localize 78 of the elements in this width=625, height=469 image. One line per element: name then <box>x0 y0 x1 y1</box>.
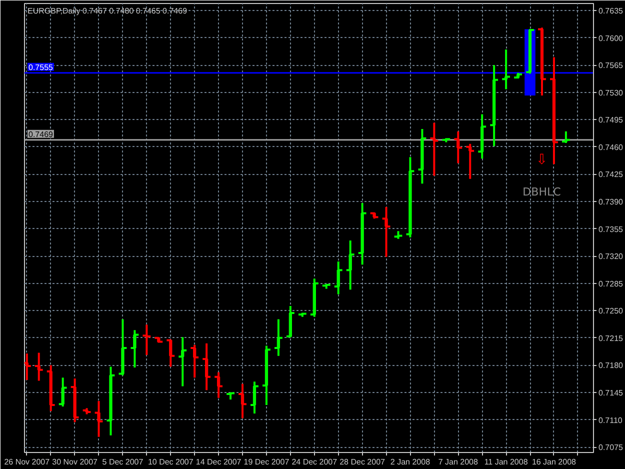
y-tick-label: 0.7600 <box>598 34 624 43</box>
candlestick <box>285 304 296 338</box>
y-tick-label: 0.7145 <box>598 388 624 398</box>
candlestick <box>381 206 392 258</box>
chart-title: EURGBP,Daily 0.7467 0.7480 0.7465 0.7469 <box>28 6 188 16</box>
y-tick-label: 0.7495 <box>598 116 624 125</box>
x-tick-label: 2 Jan 2008 <box>390 458 431 466</box>
candlestick <box>70 377 80 424</box>
y-tick-label: 0.7320 <box>598 252 624 262</box>
candlestick <box>369 211 380 220</box>
x-tick-label: 5 Dec 2007 <box>102 458 144 466</box>
candlestick <box>82 407 92 416</box>
candlestick <box>393 230 404 240</box>
y-tick-label: 0.7565 <box>598 61 624 70</box>
candlestick <box>142 324 152 356</box>
x-tick-label: 19 Dec 2007 <box>244 458 290 466</box>
y-tick-label: 0.7355 <box>598 224 624 234</box>
candlestick <box>214 371 224 399</box>
ref-line-label: 0.7555 <box>28 62 54 72</box>
y-tick-label: 0.7285 <box>598 279 624 288</box>
x-tick-label: 24 Dec 2007 <box>292 458 338 466</box>
candlestick <box>405 156 416 238</box>
candlestick <box>202 342 212 392</box>
annotation: DBHLC <box>522 186 562 199</box>
candlestick <box>453 130 464 164</box>
candlestick <box>46 364 56 412</box>
candlestick <box>297 312 308 318</box>
y-tick-label: 0.7390 <box>598 197 624 206</box>
y-tick-label: 0.7425 <box>598 170 624 180</box>
candlestick <box>537 26 547 96</box>
annotation: ⇩ <box>536 152 548 168</box>
y-tick-label: 0.7215 <box>598 334 624 343</box>
candlestick <box>489 64 500 148</box>
candlestick <box>560 130 571 144</box>
candlestick <box>130 329 140 369</box>
candlestick <box>154 336 164 343</box>
candlestick <box>118 318 128 376</box>
candlestick <box>465 142 476 180</box>
y-tick-label: 0.7110 <box>598 416 623 425</box>
x-tick-label: 30 Nov 2007 <box>52 458 98 466</box>
candlestick <box>345 239 356 291</box>
candlestick <box>357 202 368 266</box>
candlestick <box>178 336 188 388</box>
y-tick-label: 0.7075 <box>598 443 624 452</box>
candlestick <box>513 72 523 80</box>
candlestick <box>429 122 440 177</box>
y-tick-label: 0.7530 <box>598 88 624 98</box>
candlestick <box>226 392 236 400</box>
x-tick-label: 7 Jan 2008 <box>438 458 478 466</box>
candlestick <box>309 278 320 318</box>
candlestick <box>333 260 344 296</box>
candlestick <box>58 376 68 408</box>
candlestick <box>250 380 260 415</box>
candlestick <box>238 382 248 420</box>
x-tick-label: 26 Nov 2007 <box>4 458 50 466</box>
candlestick <box>106 366 116 436</box>
x-tick-label: 16 Jan 2008 <box>532 458 577 466</box>
candlestick <box>262 344 272 406</box>
candlestick <box>477 113 488 160</box>
y-tick-label: 0.7180 <box>598 361 624 370</box>
y-tick-label: 0.7635 <box>598 6 624 16</box>
candlestick <box>94 400 104 438</box>
candlestick <box>166 338 176 368</box>
x-tick-label: 10 Dec 2007 <box>148 458 194 466</box>
y-tick-label: 0.7250 <box>598 306 624 316</box>
candlestick <box>441 137 452 144</box>
ref-line-label: 0.7469 <box>28 130 54 139</box>
candlestick <box>190 344 200 379</box>
x-tick-label: 14 Dec 2007 <box>196 458 242 466</box>
candlestick <box>34 352 44 382</box>
candlestick <box>321 284 332 290</box>
x-tick-label: 28 Dec 2007 <box>340 458 386 466</box>
candlestick <box>274 318 284 357</box>
x-tick-label: 11 Jan 2008 <box>484 458 528 466</box>
y-tick-label: 0.7460 <box>598 142 624 152</box>
candlestick <box>549 56 559 166</box>
candlestick <box>501 48 512 90</box>
candlestick <box>417 128 428 185</box>
